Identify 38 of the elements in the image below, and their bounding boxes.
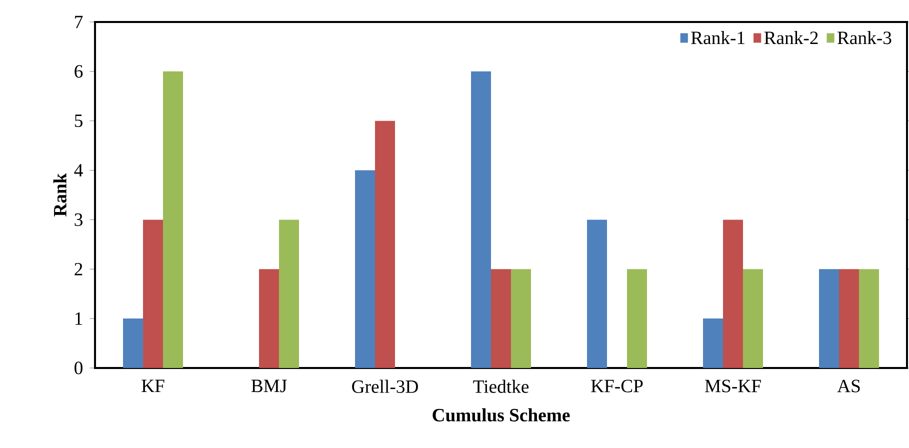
y-tick-label: 3 [74,213,82,226]
bar [743,269,763,368]
bar [723,220,743,368]
x-tick-label: KF [142,380,164,392]
x-tick-label: BMJ [251,380,287,392]
x-tick-label: MS-KF [705,380,761,392]
bar [259,269,280,368]
y-axis-title: Rank [53,173,66,216]
x-tick-label: Tiedtke [473,380,529,393]
bar [123,318,144,368]
y-tick-label: 6 [74,65,83,78]
bar [471,71,491,368]
bar [703,318,723,368]
bar [375,120,396,368]
legend-label: Rank-3 [838,31,892,44]
legend-label: Rank-2 [764,31,818,44]
bar [279,220,300,368]
y-tick-label: 0 [74,362,82,374]
x-tick-label: AS [837,380,860,392]
bar [627,269,648,368]
bar [819,269,839,368]
y-tick-label: 4 [74,164,83,176]
bar [839,269,859,368]
bar [587,220,607,368]
bar [143,220,164,368]
y-tick-label: 2 [74,262,82,276]
x-axis-title: Cumulus Scheme [432,408,570,422]
x-tick-label: Grell-3D [352,380,418,393]
x-tick-label: KF-CP [591,380,643,392]
bar [355,170,376,368]
bar [491,269,512,368]
y-tick-label: 1 [75,312,82,325]
bar [511,269,532,368]
bar [163,71,184,368]
bar [859,269,879,368]
y-tick-label: 7 [75,16,83,28]
y-tick-label: 5 [74,114,82,128]
legend-label: Rank-1 [691,31,744,44]
